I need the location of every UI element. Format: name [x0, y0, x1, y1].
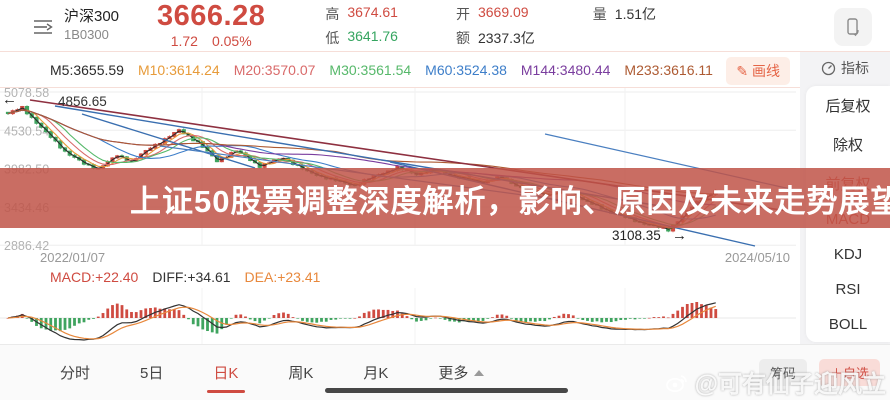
triangle-up-icon — [474, 369, 485, 376]
low-value: 3641.76 — [347, 27, 398, 44]
volume-value: 1.51亿 — [614, 5, 657, 22]
home-indicator — [325, 388, 568, 393]
rotate-screen-button[interactable] — [834, 8, 872, 46]
menu-back-icon[interactable] — [30, 13, 56, 39]
price-change-pct: 0.05% — [211, 33, 252, 49]
rotate-phone-icon — [847, 18, 859, 37]
ma10-value: M10:3614.24 — [137, 61, 220, 78]
headline-text: 上证50股票调整深度解析，影响、原因及未来走势展望 — [130, 183, 890, 219]
moving-average-row: M5:3655.59 M10:3614.24 M20:3570.07 M30:3… — [0, 52, 800, 88]
open-value: 3669.09 — [477, 3, 529, 20]
tab-5day[interactable]: 5日 — [140, 365, 164, 382]
price-block: 3666.28 1.72 0.05% — [157, 0, 266, 50]
low-label: 低 — [325, 29, 340, 46]
instrument-name-block: 沪深300 1B0300 — [64, 8, 119, 43]
ma144-value: M144:3480.44 — [520, 61, 611, 78]
last-price: 3666.28 — [157, 0, 266, 32]
ma30-value: M30:3561.54 — [329, 61, 412, 78]
svg-text:←: ← — [2, 91, 17, 108]
tab-daily-k[interactable]: 日K — [211, 356, 240, 389]
svg-text:2886.42: 2886.42 — [4, 239, 49, 250]
volume-label: 量 — [592, 5, 607, 22]
ma5-value: M5:3655.59 — [50, 61, 124, 78]
sidebar-item-kdj[interactable]: KDJ — [833, 246, 863, 264]
svg-text:3108.35: 3108.35 — [612, 228, 661, 243]
sidebar-item-boll[interactable]: BOLL — [828, 315, 868, 333]
ma20-value: M20:3570.07 — [233, 61, 316, 78]
amount-label: 额 — [455, 29, 470, 46]
draw-line-button[interactable]: ✎ 画线 — [726, 57, 790, 85]
sidebar-item-chuquan[interactable]: 除权 — [832, 136, 863, 154]
svg-text:5078.58: 5078.58 — [4, 88, 49, 100]
dea-value: DEA:+23.41 — [244, 269, 321, 285]
sidebar-item-rsi[interactable]: RSI — [835, 281, 861, 299]
tab-more[interactable]: 更多 — [436, 356, 486, 389]
svg-text:→: → — [672, 227, 687, 244]
indicator-button[interactable]: 指标 — [800, 52, 890, 84]
date-end: 2024/05/10 — [724, 250, 790, 265]
amount-value: 2337.3亿 — [477, 29, 535, 46]
ma233-value: M233:3616.11 — [624, 61, 713, 78]
tab-monthly-k[interactable]: 月K — [363, 365, 389, 382]
macd-value: MACD:+22.40 — [50, 269, 139, 285]
instrument-code: 1B0300 — [64, 26, 109, 42]
svg-text:4530.54: 4530.54 — [4, 124, 49, 138]
svg-text:4856.65: 4856.65 — [58, 94, 107, 109]
chips-button[interactable]: 筹码 — [758, 359, 807, 386]
macd-value-row: MACD:+22.40 DIFF:+34.61 DEA:+23.41 — [0, 266, 800, 288]
high-label: 高 — [325, 5, 340, 22]
instrument-name: 沪深300 — [64, 8, 120, 25]
pencil-icon: ✎ — [736, 63, 752, 79]
date-start: 2022/01/07 — [40, 250, 106, 265]
sidebar-item-houfuquan[interactable]: 后复权 — [825, 97, 871, 115]
ma60-value: M60:3524.38 — [425, 61, 507, 78]
header: 沪深300 1B0300 3666.28 1.72 0.05% 高 3674.61… — [0, 0, 890, 52]
tab-weekly-k[interactable]: 周K — [288, 365, 314, 382]
open-label: 开 — [455, 5, 470, 22]
macd-chart[interactable] — [0, 288, 800, 344]
date-axis: 2022/01/07 2024/05/10 — [0, 250, 800, 266]
tab-fenshi[interactable]: 分时 — [60, 365, 91, 382]
quote-stats: 高 3674.61 低 3641.76 开 3669.09 额 2337.3亿 量 1.5… — [325, 4, 656, 48]
headline-banner: 上证50股票调整深度解析，影响、原因及未来走势展望 — [0, 168, 890, 228]
indicator-gauge-icon — [821, 61, 836, 75]
price-change: 1.72 — [170, 33, 198, 49]
diff-value: DIFF:+34.61 — [152, 269, 231, 285]
high-value: 3674.61 — [347, 3, 398, 20]
add-favorite-button[interactable]: ＋自选 — [818, 359, 880, 386]
